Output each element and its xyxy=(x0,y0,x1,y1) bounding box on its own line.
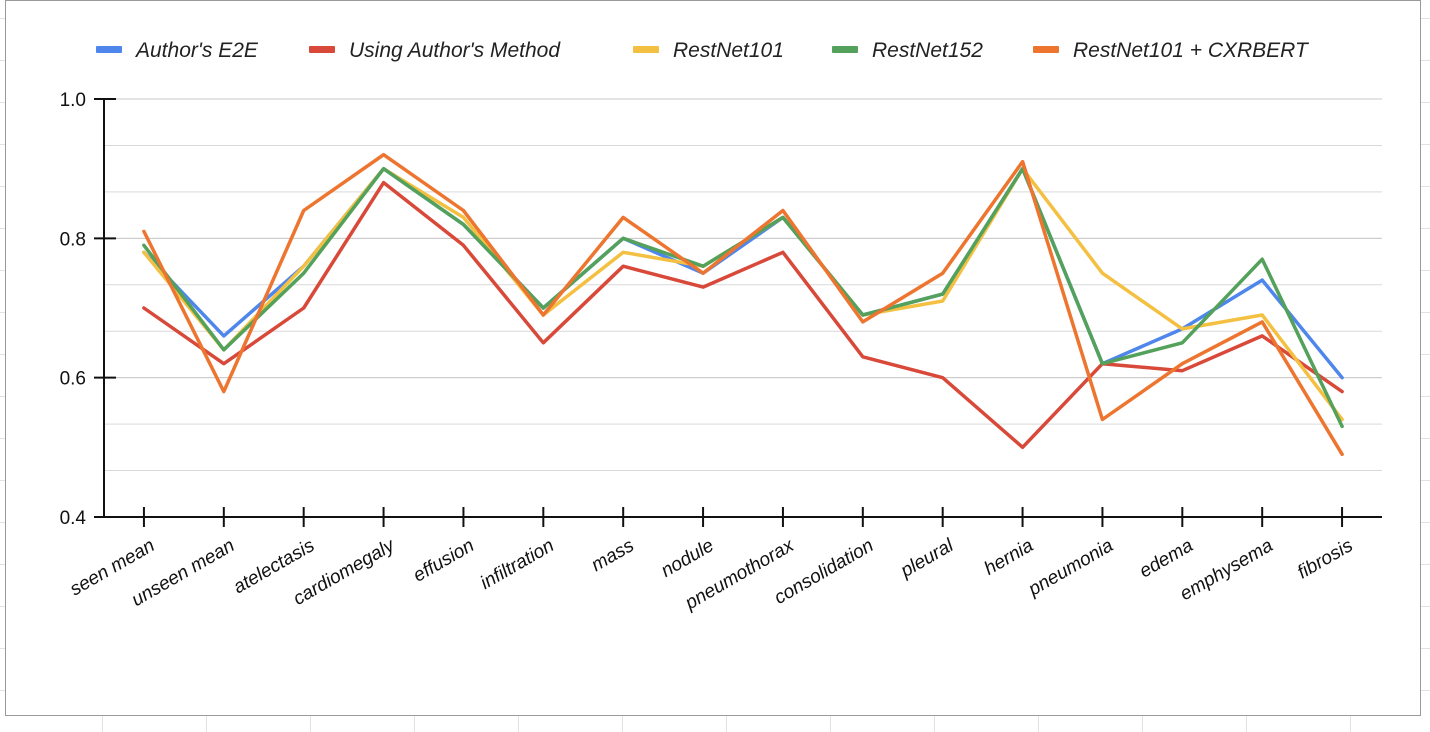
x-tick-label: effusion xyxy=(410,535,478,586)
legend-item[interactable]: RestNet101 + CXRBERT xyxy=(1033,39,1310,62)
y-tick-label: 0.4 xyxy=(60,508,87,529)
x-tick-label: mass xyxy=(588,535,638,576)
x-tick-label: edema xyxy=(1136,535,1197,582)
legend-item[interactable]: RestNet101 xyxy=(633,39,784,62)
y-tick-label: 1.0 xyxy=(60,90,86,111)
series-line[interactable] xyxy=(142,166,1344,429)
x-tick-label: infiltration xyxy=(477,535,558,594)
x-tick-label: hernia xyxy=(981,535,1037,580)
series-line[interactable] xyxy=(142,152,1344,457)
legend-item[interactable]: Using Author's Method xyxy=(309,39,561,62)
legend-swatch xyxy=(96,46,122,53)
series-line[interactable] xyxy=(142,166,1344,422)
legend-label: RestNet101 + CXRBERT xyxy=(1073,39,1310,62)
legend-label: RestNet101 xyxy=(673,39,784,62)
legend-item[interactable]: Author's E2E xyxy=(96,39,259,62)
x-tick-label: fibrosis xyxy=(1294,535,1357,584)
legend-swatch xyxy=(633,46,659,53)
legend-swatch xyxy=(1033,46,1059,53)
legend-label: Author's E2E xyxy=(134,39,259,62)
y-tick-label: 0.6 xyxy=(60,369,86,390)
series-using-author-s-method[interactable] xyxy=(142,180,1344,450)
x-tick-label: pneumonia xyxy=(1024,535,1117,601)
series-restnet101-cxrbert[interactable] xyxy=(142,152,1344,457)
legend-item[interactable]: RestNet152 xyxy=(832,39,983,62)
legend[interactable]: Author's E2E Using Author's Method RestNet… xyxy=(96,39,1310,62)
x-tick-label: nodule xyxy=(658,535,718,582)
legend-swatch xyxy=(309,46,335,53)
gridlines xyxy=(104,98,1382,472)
chart-frame[interactable] xyxy=(5,0,1421,716)
series-lines[interactable] xyxy=(142,152,1344,457)
series-line[interactable] xyxy=(142,180,1344,450)
legend-label: RestNet152 xyxy=(872,39,983,62)
series-restnet101[interactable] xyxy=(142,166,1344,422)
series-restnet152[interactable] xyxy=(142,166,1344,429)
x-tick-label: pleural xyxy=(896,535,957,583)
legend-swatch xyxy=(832,46,858,53)
y-tick-label: 0.8 xyxy=(60,229,86,250)
legend-label: Using Author's Method xyxy=(349,39,561,62)
